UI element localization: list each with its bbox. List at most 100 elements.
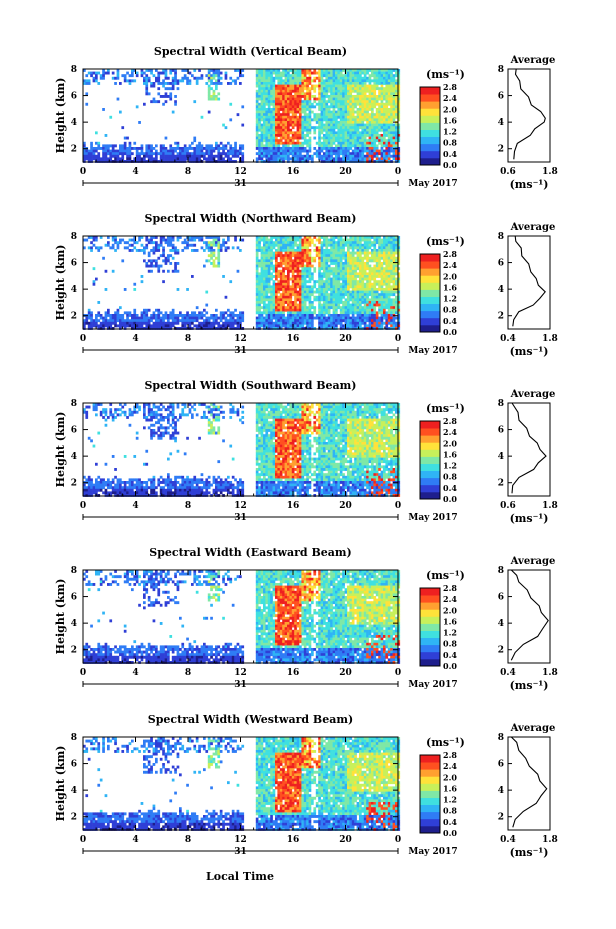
heatmap-cell bbox=[282, 136, 285, 140]
heatmap-cell bbox=[135, 319, 139, 323]
heatmap-cell bbox=[313, 79, 317, 83]
heatmap-cell bbox=[392, 84, 396, 88]
heatmap-cell bbox=[301, 118, 305, 122]
heatmap-cell bbox=[203, 241, 206, 245]
heatmap-cell bbox=[308, 321, 312, 325]
heatmap-cell bbox=[363, 327, 367, 330]
heatmap-cell bbox=[390, 136, 393, 140]
heatmap-cell bbox=[260, 311, 264, 315]
heatmap-cell bbox=[342, 316, 345, 320]
heatmap-cell bbox=[301, 254, 305, 258]
heatmap-cell bbox=[351, 319, 355, 323]
heatmap-cell bbox=[265, 306, 269, 310]
heatmap-cell bbox=[354, 246, 357, 250]
heatmap-cell bbox=[193, 136, 197, 140]
heatmap-cell bbox=[174, 79, 177, 83]
heatmap-cell bbox=[320, 154, 324, 158]
heatmap-cell bbox=[366, 262, 369, 265]
heatmap-cell bbox=[330, 113, 333, 117]
heatmap-cell bbox=[186, 316, 189, 320]
heatmap-cell bbox=[296, 69, 300, 72]
heatmap-cell bbox=[277, 306, 281, 310]
heatmap-cell bbox=[363, 118, 367, 122]
heatmap-cell bbox=[371, 160, 374, 163]
heatmap-cell bbox=[323, 105, 326, 109]
heatmap-cell bbox=[267, 295, 271, 299]
heatmap-cell bbox=[294, 102, 297, 106]
heatmap-cell bbox=[294, 141, 297, 145]
heatmap-cell bbox=[332, 147, 336, 150]
heatmap-cell bbox=[306, 327, 309, 330]
heatmap-cell bbox=[335, 249, 338, 252]
heatmap-cell bbox=[359, 293, 362, 297]
heatmap-cell bbox=[155, 69, 158, 72]
heatmap-cell bbox=[263, 243, 266, 247]
heatmap-cell bbox=[349, 275, 353, 278]
heatmap-cell bbox=[308, 241, 312, 245]
heatmap-cell bbox=[315, 314, 319, 317]
heatmap-cell bbox=[359, 251, 362, 255]
heatmap-cell bbox=[282, 144, 285, 148]
heatmap-cell bbox=[164, 314, 168, 317]
heatmap-cell bbox=[306, 259, 309, 263]
heatmap-cell bbox=[212, 69, 216, 72]
heatmap-cell bbox=[167, 157, 170, 161]
x-tick-label: 0 bbox=[395, 167, 401, 177]
heatmap-cell bbox=[347, 256, 350, 260]
heatmap-cell bbox=[171, 314, 175, 317]
heatmap-cell bbox=[260, 319, 264, 323]
heatmap-cell bbox=[337, 262, 341, 265]
heatmap-cell bbox=[335, 290, 338, 294]
heatmap-cell bbox=[174, 160, 177, 163]
heatmap-cell bbox=[361, 113, 365, 117]
heatmap-cell bbox=[299, 264, 302, 268]
heatmap-cell bbox=[318, 321, 321, 325]
heatmap-cell bbox=[162, 259, 165, 263]
heatmap-cell bbox=[339, 79, 343, 83]
heatmap-cell bbox=[121, 154, 125, 158]
heatmap-cell bbox=[291, 79, 295, 83]
heatmap-cell bbox=[337, 243, 341, 247]
heatmap-cell bbox=[397, 95, 401, 98]
heatmap-cell bbox=[152, 241, 156, 245]
heatmap-cell bbox=[354, 76, 357, 80]
heatmap-cell bbox=[347, 100, 350, 104]
heatmap-cell bbox=[361, 128, 365, 132]
heatmap-cell bbox=[356, 118, 360, 122]
heatmap-cell bbox=[313, 152, 317, 156]
heatmap-cell bbox=[145, 84, 149, 88]
heatmap-cell bbox=[291, 149, 295, 153]
heatmap-cell bbox=[339, 128, 343, 132]
heatmap-cell bbox=[234, 82, 237, 85]
heatmap-cell bbox=[361, 100, 365, 104]
heatmap-cell bbox=[265, 288, 269, 291]
heatmap-cell bbox=[315, 113, 319, 117]
heatmap-cell bbox=[210, 69, 213, 72]
heatmap-cell bbox=[366, 100, 369, 104]
heatmap-cell bbox=[215, 97, 218, 101]
heatmap-cell bbox=[363, 321, 367, 325]
heatmap-cell bbox=[311, 256, 314, 260]
heatmap-cell bbox=[289, 95, 293, 98]
heatmap-cell bbox=[315, 288, 319, 291]
heatmap-cell bbox=[311, 84, 314, 88]
avg-y-tick-label: 6 bbox=[498, 92, 504, 102]
heatmap-cell bbox=[361, 327, 365, 330]
heatmap-cell bbox=[299, 249, 302, 252]
heatmap-cell bbox=[383, 118, 386, 122]
heatmap-cell bbox=[337, 301, 341, 304]
heatmap-cell bbox=[375, 157, 379, 161]
heatmap-cell bbox=[241, 160, 245, 163]
heatmap-cell bbox=[275, 303, 278, 307]
heatmap-cell bbox=[109, 152, 113, 156]
heatmap-cell bbox=[294, 295, 297, 299]
heatmap-cell bbox=[392, 118, 396, 122]
heatmap-cell bbox=[212, 76, 216, 80]
heatmap-cell bbox=[255, 254, 259, 258]
heatmap-cell bbox=[337, 123, 341, 127]
heatmap-cell bbox=[294, 84, 297, 88]
heatmap-cell bbox=[138, 121, 141, 124]
heatmap-cell bbox=[275, 141, 278, 145]
heatmap-cell bbox=[397, 115, 401, 119]
heatmap-cell bbox=[301, 308, 305, 312]
